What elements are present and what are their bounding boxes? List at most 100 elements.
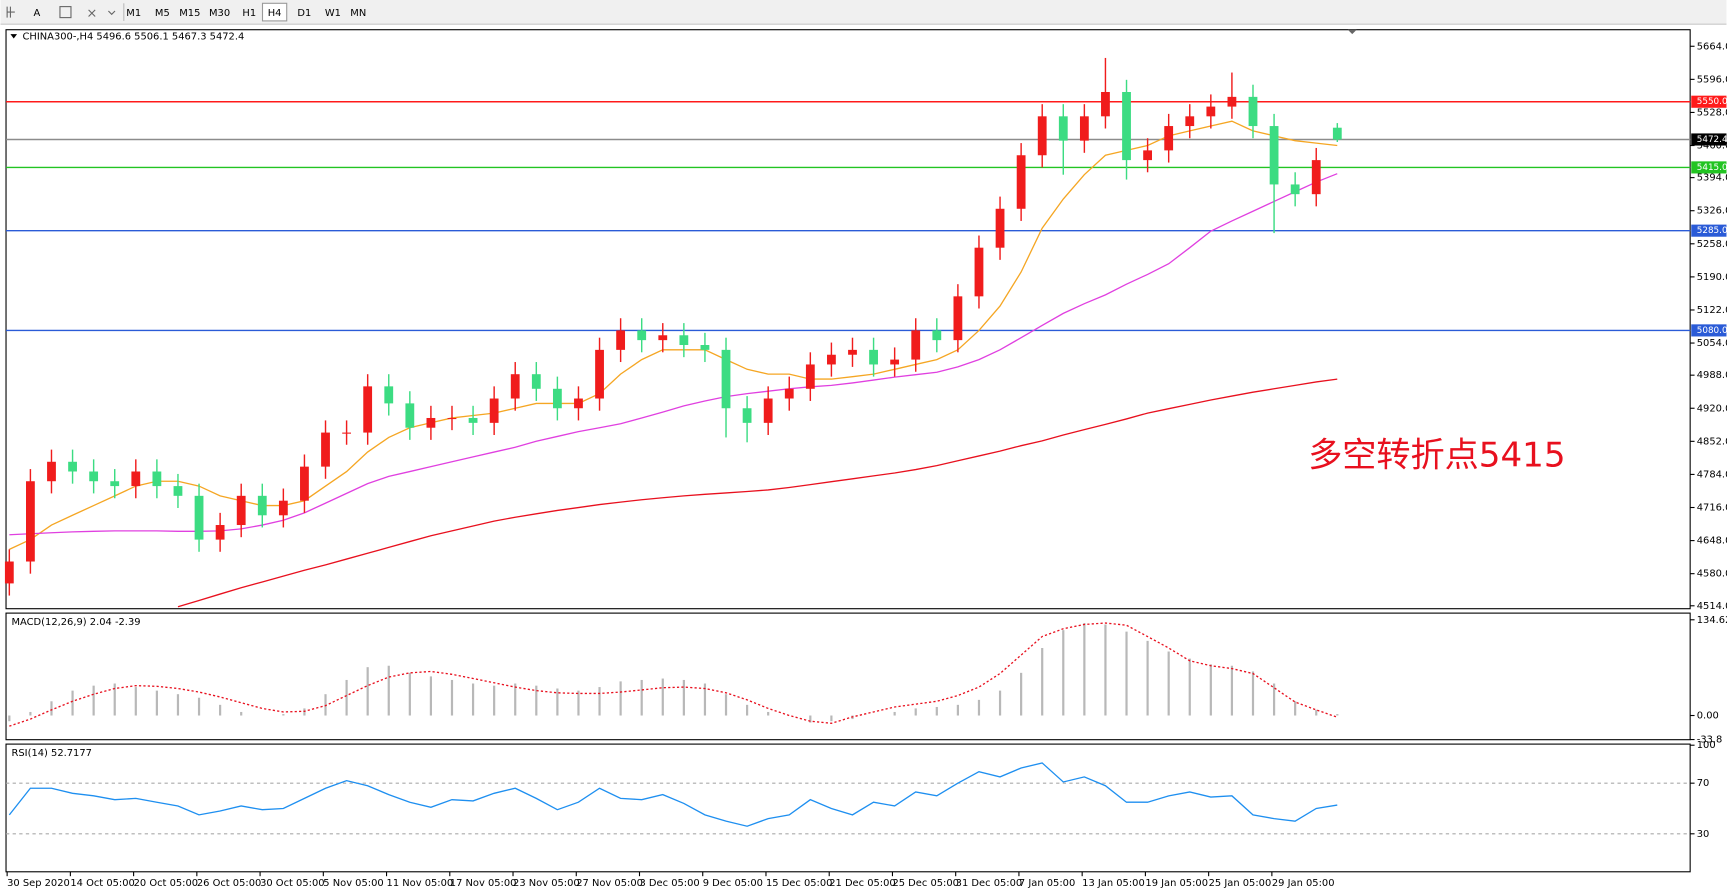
icon-crosshair[interactable] (6, 6, 15, 18)
x-tick-label: 15 Dec 05:00 (766, 878, 833, 889)
x-tick-label: 3 Dec 05:00 (640, 878, 700, 889)
y-tick-label: 30 (1697, 829, 1710, 840)
toolbar-icons: A (6, 3, 125, 21)
candle-body (363, 386, 373, 433)
price-tag (1691, 95, 1727, 108)
candle-body (257, 495, 267, 516)
candle-body (574, 398, 583, 409)
chart-header: CHINA300-,H4 5496.6 5506.1 5467.3 5472.4 (23, 31, 245, 42)
candle-body (869, 349, 878, 365)
x-tick-label: 11 Nov 05:00 (387, 878, 454, 889)
x-tick-label: 7 Jan 05:00 (1019, 878, 1075, 889)
x-tick-label: 5 Nov 05:00 (323, 878, 383, 889)
timeframe-button[interactable]: H1 (242, 8, 256, 19)
candle-body (995, 208, 1005, 248)
y-tick-label: 4852.0 (1697, 436, 1727, 447)
candle-body (300, 466, 309, 501)
price-tag (1691, 224, 1727, 237)
candle-body (426, 417, 436, 428)
x-tick-label: 26 Oct 05:00 (197, 878, 261, 889)
candle-body (1143, 150, 1153, 161)
indicator-title: RSI(14) 52.7177 (12, 748, 92, 759)
y-tick-label: 5460.0 (1697, 141, 1727, 152)
candle-body (805, 364, 815, 389)
timeframe-button[interactable]: MN (350, 8, 366, 19)
candle-body (152, 471, 162, 487)
candle-body (1037, 116, 1047, 156)
candle-body (194, 495, 204, 540)
candle-body (47, 461, 56, 482)
candle-body (1227, 96, 1237, 107)
candle-body (637, 330, 647, 341)
candle-body (531, 374, 541, 389)
candle-body (468, 417, 478, 423)
x-tick-label: 27 Nov 05:00 (576, 878, 643, 889)
x-tick-label: 17 Nov 05:00 (450, 878, 517, 889)
candle-body (26, 481, 35, 562)
shift-marker (1347, 29, 1357, 35)
candle-body (890, 359, 900, 365)
text-tool[interactable]: A (33, 8, 40, 19)
timeframe-button[interactable]: M15 (179, 8, 200, 19)
y-tick-label: 5190.0 (1697, 272, 1727, 283)
main-panel (5, 29, 1691, 610)
candle-body (616, 330, 626, 350)
y-tick-label: 5258.0 (1697, 239, 1727, 250)
y-tick-label: 4716.0 (1697, 503, 1727, 514)
timeframes: M1 M5 M15 M30 H1 H4 D1 W1 MN (126, 2, 366, 22)
x-tick-label: 23 Nov 05:00 (513, 878, 580, 889)
candle-body (4, 561, 14, 584)
candle-body (595, 349, 604, 399)
y-tick-label: 4784.0 (1697, 469, 1727, 480)
candle-body (1016, 155, 1026, 209)
candle-body (342, 432, 351, 434)
candle-body (278, 500, 288, 516)
candle-body (1101, 91, 1110, 117)
timeframe-button[interactable]: D1 (297, 8, 311, 19)
x-tick-label: 13 Jan 05:00 (1082, 878, 1145, 889)
y-tick-label: 4920.0 (1697, 403, 1727, 414)
candle-body (236, 495, 246, 526)
symbol-marker (10, 34, 18, 39)
candle-body (1122, 91, 1131, 161)
x-tick-label: 20 Oct 05:00 (134, 878, 198, 889)
charts: 5664.0 5596.0 5528.0 5460.0 5394.0 5326.0 5258… (4, 31, 1727, 889)
y-tick-label: 5054.0 (1697, 338, 1727, 349)
macd-panel (5, 612, 1691, 741)
candle-body (1332, 127, 1342, 140)
x-tick-label: 30 Oct 05:00 (260, 878, 324, 889)
timeframe-button[interactable]: M1 (126, 8, 141, 19)
candle-body (658, 335, 668, 341)
y-tick-label: 70 (1697, 778, 1710, 789)
rsi-panel (5, 743, 1691, 873)
candle-body (1058, 116, 1068, 141)
candle-body (1079, 116, 1089, 141)
candle-body (321, 432, 330, 467)
x-tick-label: 31 Dec 05:00 (956, 878, 1023, 889)
price-tag (1691, 133, 1727, 146)
candle-body (215, 525, 225, 540)
candle-body (700, 345, 710, 350)
candle-body (1164, 126, 1174, 151)
candle-body (932, 330, 942, 341)
timeframe-button[interactable]: M5 (155, 8, 170, 19)
y-tick-label: 4988.0 (1697, 370, 1727, 381)
candle-body (848, 349, 857, 355)
price-tag-label: 5285.0 (1697, 226, 1727, 236)
icon-label[interactable] (59, 6, 72, 19)
candle-body (131, 471, 141, 487)
timeframe-button[interactable]: W1 (325, 8, 341, 19)
y-tick-label: 5664.0 (1697, 41, 1727, 52)
timeframe-button[interactable]: H4 (268, 8, 282, 19)
timeframe-button[interactable]: M30 (209, 8, 230, 19)
x-tick-label: 14 Oct 05:00 (70, 878, 134, 889)
y-tick-label: 5528.0 (1697, 107, 1727, 118)
candle-body (405, 403, 415, 428)
candle-body (1269, 126, 1279, 185)
button-pressed (261, 2, 288, 22)
indicator-title: MACD(12,26,9) 2.04 -2.39 (12, 617, 141, 628)
icon-shapes[interactable] (88, 9, 116, 17)
candle-body (552, 388, 562, 409)
x-tick-label: 25 Jan 05:00 (1209, 878, 1272, 889)
